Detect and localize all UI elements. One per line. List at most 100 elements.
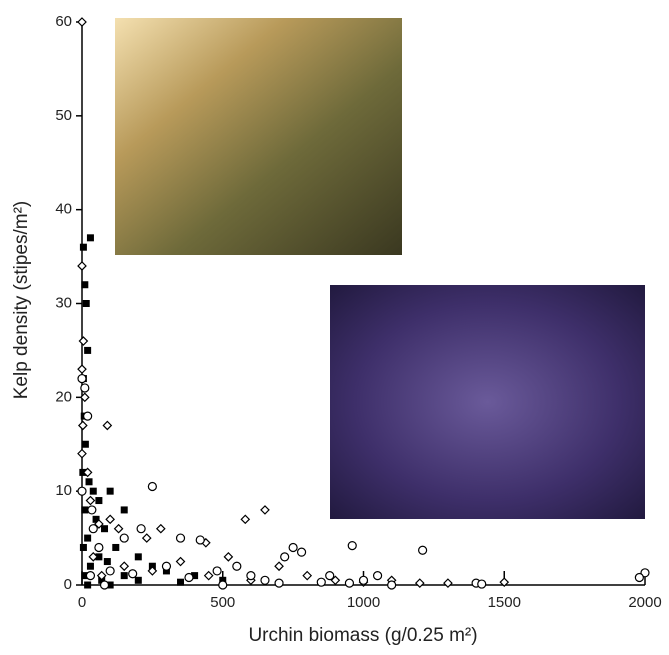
point xyxy=(84,534,92,542)
point xyxy=(81,506,89,514)
point xyxy=(81,572,89,580)
x-tick-label: 2000 xyxy=(628,594,661,611)
point xyxy=(177,578,185,586)
point xyxy=(105,566,115,576)
point xyxy=(232,561,242,571)
point xyxy=(134,553,142,561)
y-tick-label: 50 xyxy=(55,107,72,124)
point xyxy=(84,581,92,589)
point xyxy=(78,336,89,346)
point xyxy=(147,481,157,492)
point xyxy=(101,525,109,533)
x-axis-title: Urchin biomass (g/0.25 m²) xyxy=(248,625,477,646)
point xyxy=(105,514,115,525)
point xyxy=(119,533,129,543)
point xyxy=(316,577,326,587)
point xyxy=(79,392,90,403)
point xyxy=(96,570,107,581)
point xyxy=(477,579,487,589)
urchin-photo xyxy=(330,285,645,519)
point xyxy=(344,578,355,588)
y-tick-label: 30 xyxy=(55,294,72,311)
point xyxy=(77,486,87,496)
point xyxy=(358,575,369,585)
point xyxy=(106,487,114,495)
point xyxy=(155,523,166,534)
point xyxy=(89,487,97,495)
point xyxy=(162,567,170,575)
point xyxy=(260,505,270,515)
point xyxy=(119,561,130,572)
point xyxy=(128,569,138,579)
x-tick-label: 500 xyxy=(210,594,235,611)
point xyxy=(77,364,87,375)
x-tick-label: 1500 xyxy=(488,594,521,611)
point xyxy=(99,580,110,590)
point xyxy=(191,572,199,580)
point xyxy=(112,543,120,551)
point xyxy=(634,572,644,583)
point xyxy=(141,533,152,543)
point xyxy=(79,543,87,551)
y-tick-label: 0 xyxy=(64,576,72,593)
point xyxy=(296,547,307,557)
point xyxy=(260,575,270,585)
point xyxy=(94,542,104,553)
x-tick-label: 0 xyxy=(78,594,86,611)
point xyxy=(88,552,99,562)
point xyxy=(219,576,227,584)
point xyxy=(195,535,205,545)
y-tick-label: 60 xyxy=(55,13,72,30)
point xyxy=(418,545,428,555)
point xyxy=(184,572,194,583)
point xyxy=(92,515,100,523)
point xyxy=(212,566,222,576)
point xyxy=(106,581,114,589)
point xyxy=(77,261,87,271)
point xyxy=(499,577,510,588)
point xyxy=(175,556,186,567)
point xyxy=(87,505,97,515)
point xyxy=(443,578,453,588)
point xyxy=(175,533,186,543)
point xyxy=(134,576,142,584)
point xyxy=(86,562,94,570)
point xyxy=(274,561,284,572)
point xyxy=(161,561,172,571)
point xyxy=(347,540,357,551)
point xyxy=(95,497,103,505)
point xyxy=(85,571,96,581)
point xyxy=(387,580,397,590)
y-tick-label: 10 xyxy=(55,482,72,499)
point xyxy=(83,411,93,421)
y-tick-label: 20 xyxy=(55,388,72,405)
point xyxy=(95,553,103,561)
point xyxy=(77,373,87,384)
point xyxy=(223,552,234,562)
point xyxy=(147,566,158,576)
point xyxy=(372,571,383,581)
point xyxy=(85,478,93,486)
point xyxy=(81,440,89,448)
point xyxy=(288,542,298,553)
point xyxy=(77,420,88,431)
point xyxy=(325,571,335,581)
point xyxy=(120,572,128,580)
y-tick-label: 40 xyxy=(55,201,72,218)
point xyxy=(81,281,89,289)
y-axis-title: Kelp density (stipes/m²) xyxy=(11,201,32,400)
point xyxy=(82,467,93,478)
point xyxy=(79,243,87,251)
point xyxy=(103,558,111,566)
point xyxy=(77,17,87,27)
point xyxy=(84,346,92,354)
point xyxy=(414,578,425,588)
point xyxy=(203,570,214,581)
point xyxy=(77,448,87,459)
point xyxy=(85,495,96,506)
point xyxy=(86,234,94,242)
point xyxy=(274,578,284,588)
x-tick-label: 1000 xyxy=(347,594,380,611)
